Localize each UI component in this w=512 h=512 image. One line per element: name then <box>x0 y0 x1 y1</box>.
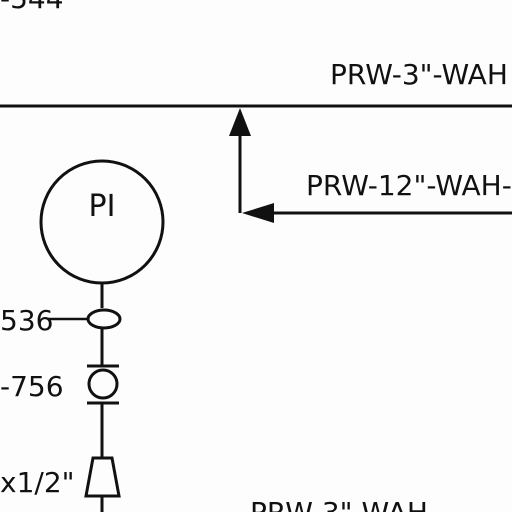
label-instrument: PI <box>89 189 116 224</box>
reducer-icon <box>84 456 121 498</box>
label-756: -756 <box>0 370 64 403</box>
valve-ball-icon <box>87 368 119 400</box>
flow-arrow-left-icon <box>242 203 274 223</box>
orifice-icon <box>86 308 122 330</box>
label-top-cut: -544 <box>0 0 64 15</box>
label-line-mid: PRW-12"-WAH- <box>306 169 512 202</box>
label-536: 536 <box>0 304 53 337</box>
flow-arrow-up-icon <box>229 108 251 136</box>
label-bottom-cut: PRW-3"-WAH- <box>250 496 438 512</box>
label-reducer: x1/2" <box>0 466 75 499</box>
label-line-top: PRW-3"-WAH <box>330 58 508 91</box>
